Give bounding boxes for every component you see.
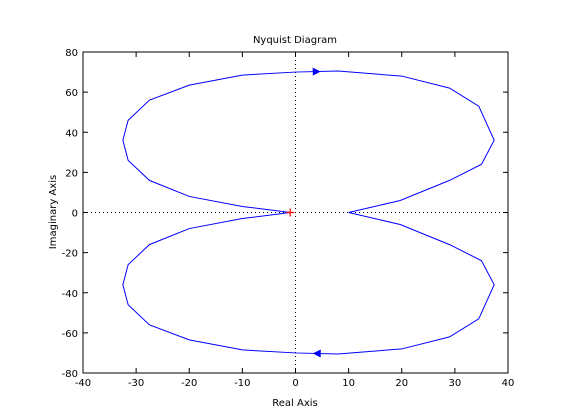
- y-tick-label: 40: [65, 128, 78, 139]
- y-tick-label: 0: [72, 209, 78, 220]
- chart-title: Nyquist Diagram: [253, 35, 337, 46]
- nyquist-curve: [122, 70, 495, 355]
- x-tick-label: -30: [128, 378, 144, 389]
- critical-point: [286, 208, 295, 217]
- direction-arrow: [312, 349, 321, 358]
- x-tick-label: 20: [395, 378, 408, 389]
- x-tick-label: -10: [234, 378, 250, 389]
- y-tick-label: 80: [65, 48, 78, 59]
- y-tick-label: -20: [62, 249, 78, 260]
- x-tick-label: -20: [181, 378, 197, 389]
- x-tick-label: 0: [292, 378, 298, 389]
- y-tick-label: -80: [62, 369, 78, 380]
- y-tick-label: -60: [62, 329, 78, 340]
- y-tick-label: 20: [65, 168, 78, 179]
- x-axis-label: Real Axis: [272, 398, 317, 409]
- x-tick-label: 10: [342, 378, 355, 389]
- y-axis-label: Imaginary Axis: [48, 175, 59, 249]
- x-tick-label: 40: [502, 378, 515, 389]
- y-tick-label: -40: [62, 289, 78, 300]
- y-tick-label: 60: [65, 88, 78, 99]
- x-tick-label: 30: [449, 378, 462, 389]
- x-tick-label: -40: [75, 378, 91, 389]
- direction-arrow: [312, 67, 321, 76]
